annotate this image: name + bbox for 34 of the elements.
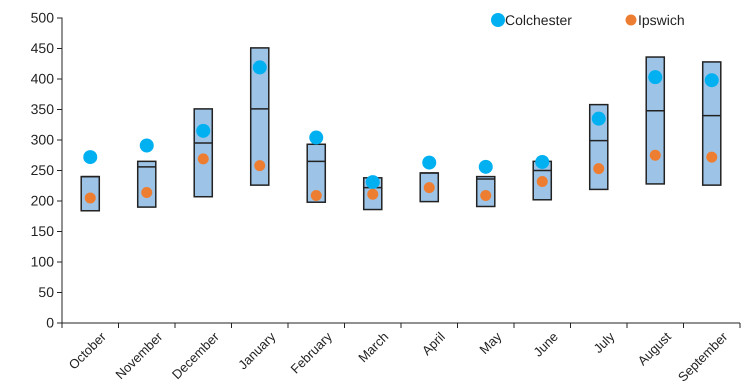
legend-label: Colchester	[505, 12, 572, 28]
x-tick-label: May	[476, 328, 505, 358]
point	[593, 163, 604, 174]
point	[310, 190, 322, 201]
point	[706, 152, 718, 163]
point	[592, 112, 606, 126]
y-tick-label: 500	[30, 9, 54, 26]
point	[309, 130, 324, 145]
y-tick-label: 300	[30, 131, 54, 148]
y-tick-label: 50	[38, 284, 54, 300]
point	[478, 160, 493, 174]
y-tick-label: 0	[46, 314, 54, 330]
point	[141, 186, 152, 198]
point	[198, 153, 209, 164]
point	[704, 73, 719, 88]
y-tick-label: 100	[30, 253, 54, 270]
y-tick-label: 350	[30, 100, 54, 117]
point	[422, 156, 436, 170]
y-tick-label: 200	[30, 192, 54, 208]
point	[648, 70, 662, 84]
x-tick-label: July	[590, 328, 618, 356]
y-tick-label: 450	[30, 40, 54, 56]
point	[196, 124, 210, 138]
point	[254, 160, 266, 172]
y-tick-label: 400	[30, 70, 54, 86]
point	[650, 150, 661, 161]
point	[140, 138, 154, 152]
legend-label: Ipswich	[638, 12, 685, 28]
point	[83, 150, 98, 164]
point	[535, 154, 550, 169]
point	[366, 175, 380, 190]
y-tick-label: 250	[30, 162, 54, 178]
point	[252, 60, 267, 74]
y-tick-label: 150	[30, 222, 54, 239]
